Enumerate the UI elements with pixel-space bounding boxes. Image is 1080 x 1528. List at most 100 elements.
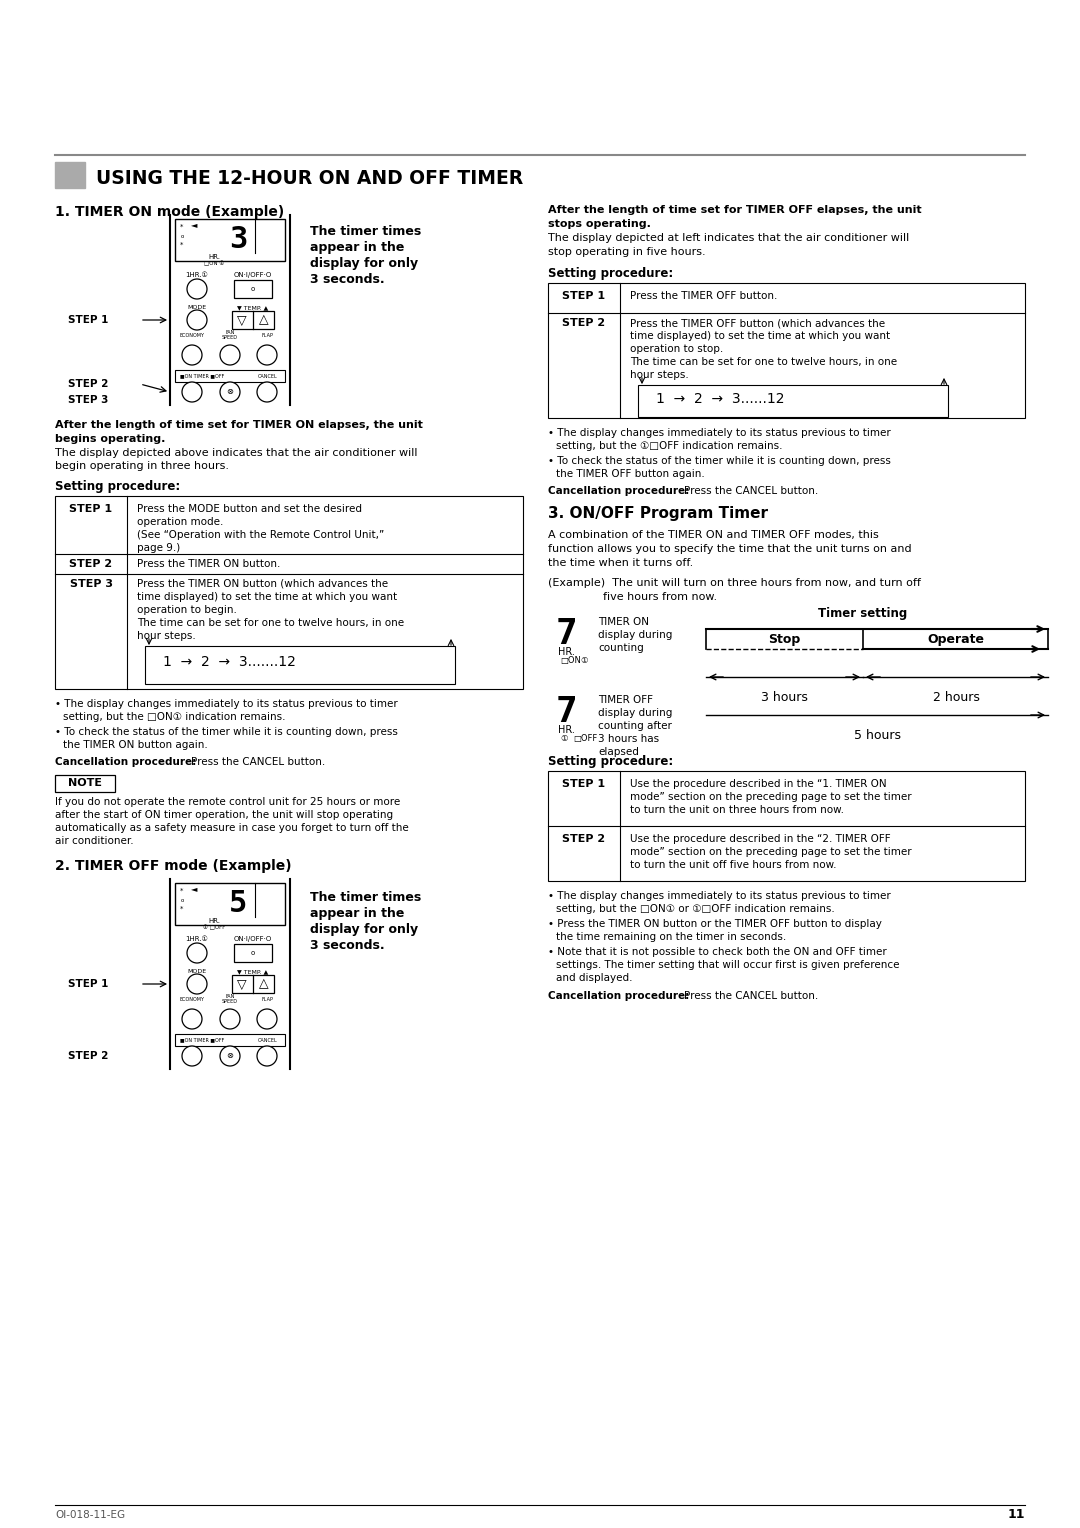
Text: counting after: counting after [598, 721, 672, 730]
Text: ON·I/OFF·O: ON·I/OFF·O [234, 937, 272, 941]
Circle shape [257, 382, 276, 402]
Text: ① □OFF: ① □OFF [203, 924, 226, 931]
Text: *: * [180, 906, 184, 912]
Text: setting, but the ①□OFF indication remains.: setting, but the ①□OFF indication remain… [556, 442, 783, 451]
Text: • To check the status of the timer while it is counting down, press: • To check the status of the timer while… [548, 455, 891, 466]
Bar [638, 385, 948, 417]
Text: Press the CANCEL button.: Press the CANCEL button. [684, 486, 819, 497]
Text: 1HR.①: 1HR.① [186, 937, 208, 941]
Text: STEP 2: STEP 2 [68, 379, 108, 390]
Text: If you do not operate the remote control unit for 25 hours or more: If you do not operate the remote control… [55, 798, 401, 807]
Text: elapsed: elapsed [598, 747, 639, 756]
Text: setting, but the □ON① indication remains.: setting, but the □ON① indication remains… [63, 712, 285, 723]
Bar [234, 944, 272, 963]
Text: the time when it turns off.: the time when it turns off. [548, 558, 693, 568]
Text: FLAP: FLAP [261, 333, 273, 338]
Text: STEP 1: STEP 1 [563, 779, 606, 788]
Circle shape [220, 1008, 240, 1028]
Text: Setting procedure:: Setting procedure: [548, 267, 673, 280]
Text: The time can be set for one to twelve hours, in one: The time can be set for one to twelve ho… [630, 358, 897, 367]
Text: to turn the unit on three hours from now.: to turn the unit on three hours from now… [630, 805, 843, 814]
Text: □OFF: □OFF [573, 733, 597, 743]
Text: FAN: FAN [226, 330, 234, 335]
Circle shape [187, 973, 207, 995]
Text: o: o [180, 897, 184, 903]
Text: After the length of time set for TIMER OFF elapses, the unit: After the length of time set for TIMER O… [548, 205, 921, 215]
Text: • The display changes immediately to its status previous to timer: • The display changes immediately to its… [548, 428, 891, 439]
Text: STEP 3: STEP 3 [69, 579, 112, 588]
Bar [548, 283, 1025, 419]
Text: 3 hours has: 3 hours has [598, 733, 659, 744]
Text: display for only: display for only [310, 923, 418, 937]
Text: the TIMER OFF button again.: the TIMER OFF button again. [556, 469, 705, 478]
Circle shape [187, 943, 207, 963]
Text: STEP 2: STEP 2 [69, 559, 112, 568]
Text: CANCEL: CANCEL [258, 373, 278, 379]
Text: 3 hours: 3 hours [760, 691, 808, 704]
Text: 7: 7 [555, 695, 577, 729]
Text: FLAP: FLAP [261, 996, 273, 1002]
Bar [175, 1034, 285, 1047]
Text: to turn the unit off five hours from now.: to turn the unit off five hours from now… [630, 860, 837, 869]
Text: ⊗: ⊗ [227, 388, 233, 396]
Text: *: * [180, 241, 184, 248]
Text: The timer times: The timer times [310, 891, 421, 905]
Text: and displayed.: and displayed. [556, 973, 633, 983]
Text: settings. The timer setting that will occur first is given preference: settings. The timer setting that will oc… [556, 960, 900, 970]
Text: 1. TIMER ON mode (Example): 1. TIMER ON mode (Example) [55, 205, 284, 219]
Text: 2 hours: 2 hours [932, 691, 980, 704]
Text: 11: 11 [1008, 1508, 1025, 1522]
Text: display during: display during [598, 707, 673, 718]
Text: • The display changes immediately to its status previous to timer: • The display changes immediately to its… [548, 891, 891, 902]
Text: MODE: MODE [188, 306, 206, 310]
Text: o: o [180, 234, 184, 238]
Text: FAN: FAN [226, 995, 234, 999]
Circle shape [257, 1008, 276, 1028]
Text: STEP 1: STEP 1 [68, 315, 108, 325]
Text: ON·I/OFF·O: ON·I/OFF·O [234, 272, 272, 278]
Text: the time remaining on the timer in seconds.: the time remaining on the timer in secon… [556, 932, 786, 941]
Text: TIMER OFF: TIMER OFF [598, 695, 653, 704]
Circle shape [187, 280, 207, 299]
Text: automatically as a safety measure in case you forget to turn off the: automatically as a safety measure in cas… [55, 824, 408, 833]
Text: Use the procedure described in the “2. TIMER OFF: Use the procedure described in the “2. T… [630, 834, 891, 843]
Bar [234, 280, 272, 298]
Text: appear in the: appear in the [310, 908, 404, 920]
Text: 1HR.①: 1HR.① [186, 272, 208, 278]
Circle shape [257, 345, 276, 365]
Text: function allows you to specify the time that the unit turns on and: function allows you to specify the time … [548, 544, 912, 555]
Text: Cancellation procedure:: Cancellation procedure: [55, 756, 197, 767]
Text: page 9.): page 9.) [137, 542, 180, 553]
Text: The display depicted above indicates that the air conditioner will: The display depicted above indicates tha… [55, 448, 418, 458]
Text: after the start of ON timer operation, the unit will stop operating: after the start of ON timer operation, t… [55, 810, 393, 821]
Text: □ON ①: □ON ① [204, 261, 225, 266]
Text: 3 seconds.: 3 seconds. [310, 274, 384, 286]
Text: • The display changes immediately to its status previous to timer: • The display changes immediately to its… [55, 698, 397, 709]
Text: 7: 7 [555, 617, 577, 651]
Bar [548, 772, 1025, 882]
Text: A combination of the TIMER ON and TIMER OFF modes, this: A combination of the TIMER ON and TIMER … [548, 530, 879, 539]
Text: begins operating.: begins operating. [55, 434, 165, 445]
Text: STEP 2: STEP 2 [563, 834, 606, 843]
Bar [55, 497, 523, 689]
Bar [232, 312, 274, 329]
Text: appear in the: appear in the [310, 241, 404, 254]
Text: STEP 1: STEP 1 [69, 504, 112, 513]
Text: • Note that it is not possible to check both the ON and OFF timer: • Note that it is not possible to check … [548, 947, 887, 957]
Text: Press the TIMER OFF button (which advances the: Press the TIMER OFF button (which advanc… [630, 318, 886, 329]
Text: Setting procedure:: Setting procedure: [548, 755, 673, 769]
Text: MODE: MODE [188, 969, 206, 973]
Circle shape [220, 1047, 240, 1067]
Text: Timer setting: Timer setting [819, 607, 907, 620]
Text: ▽: ▽ [238, 978, 247, 990]
Text: STEP 1: STEP 1 [563, 290, 606, 301]
Text: USING THE 12-HOUR ON AND OFF TIMER: USING THE 12-HOUR ON AND OFF TIMER [96, 170, 523, 188]
Bar [145, 646, 455, 685]
Text: time displayed) to set the time at which you want: time displayed) to set the time at which… [630, 332, 890, 341]
Text: stop operating in five hours.: stop operating in five hours. [548, 248, 705, 257]
Text: begin operating in three hours.: begin operating in three hours. [55, 461, 229, 471]
Text: Press the TIMER ON button (which advances the: Press the TIMER ON button (which advance… [137, 579, 388, 588]
Text: ◄: ◄ [191, 220, 198, 229]
Text: ◄: ◄ [191, 885, 198, 894]
Text: (Example)  The unit will turn on three hours from now, and turn off: (Example) The unit will turn on three ho… [548, 578, 921, 588]
